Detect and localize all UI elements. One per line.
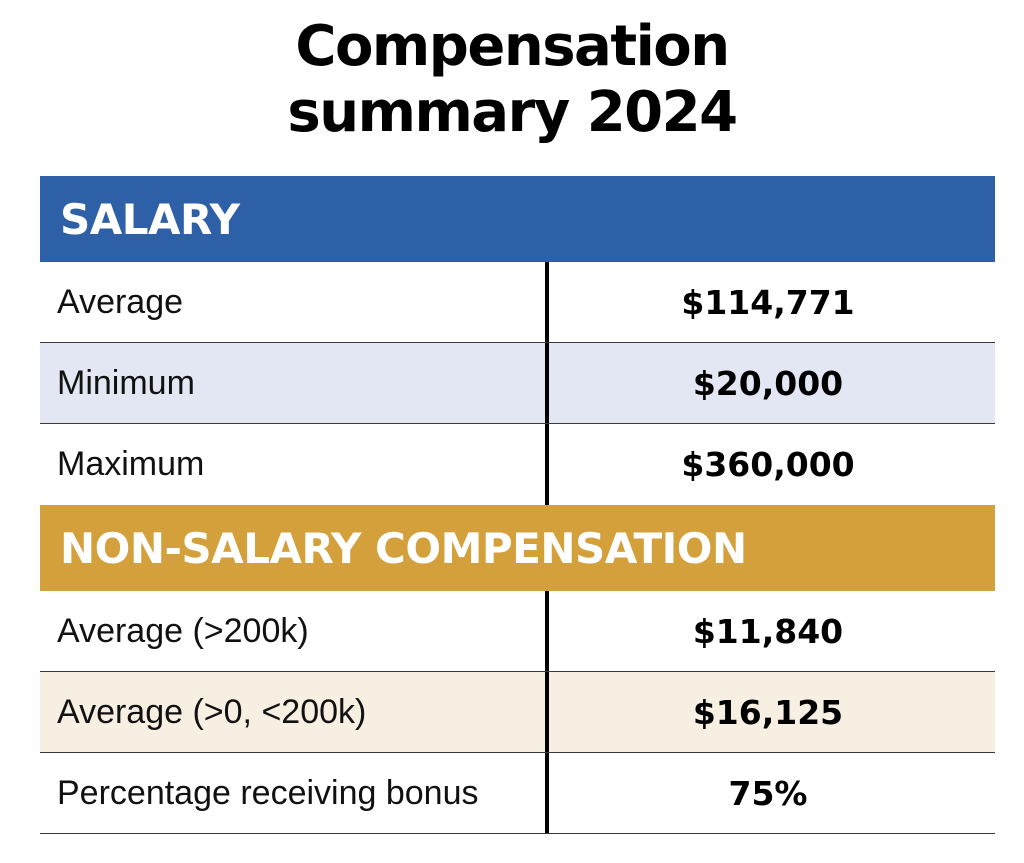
section-header-salary: SALARY bbox=[40, 176, 995, 262]
row-label: Minimum bbox=[40, 343, 549, 423]
title-line-1: Compensation bbox=[295, 14, 730, 79]
row-label: Maximum bbox=[40, 424, 549, 505]
table-row: Maximum $360,000 bbox=[40, 424, 995, 505]
table-row: Average $114,771 bbox=[40, 262, 995, 343]
table-row: Minimum $20,000 bbox=[40, 343, 995, 424]
table-row: Percentage receiving bonus 75% bbox=[40, 753, 995, 834]
page-title: Compensation summary 2024 bbox=[0, 14, 1024, 146]
row-value: $11,840 bbox=[692, 611, 844, 651]
row-label: Average bbox=[40, 262, 549, 342]
row-value: $20,000 bbox=[692, 363, 844, 403]
row-value: $16,125 bbox=[692, 692, 844, 732]
table-row: Average (>0, <200k) $16,125 bbox=[40, 672, 995, 753]
section-body-non-salary: Average (>200k) $11,840 Average (>0, <20… bbox=[40, 591, 995, 834]
title-line-2: summary 2024 bbox=[287, 80, 738, 145]
row-value: $114,771 bbox=[681, 282, 855, 322]
row-label: Average (>200k) bbox=[40, 591, 549, 671]
section-header-non-salary: NON-SALARY COMPENSATION bbox=[40, 505, 995, 591]
row-value: $360,000 bbox=[681, 445, 855, 484]
section-body-salary: Average $114,771 Minimum $20,000 Maximum… bbox=[40, 262, 995, 505]
row-label: Average (>0, <200k) bbox=[40, 672, 549, 752]
row-value: 75% bbox=[728, 773, 808, 813]
compensation-table: SALARY Average $114,771 Minimum $20,000 … bbox=[40, 176, 995, 834]
row-label: Percentage receiving bonus bbox=[40, 753, 549, 833]
table-row: Average (>200k) $11,840 bbox=[40, 591, 995, 672]
